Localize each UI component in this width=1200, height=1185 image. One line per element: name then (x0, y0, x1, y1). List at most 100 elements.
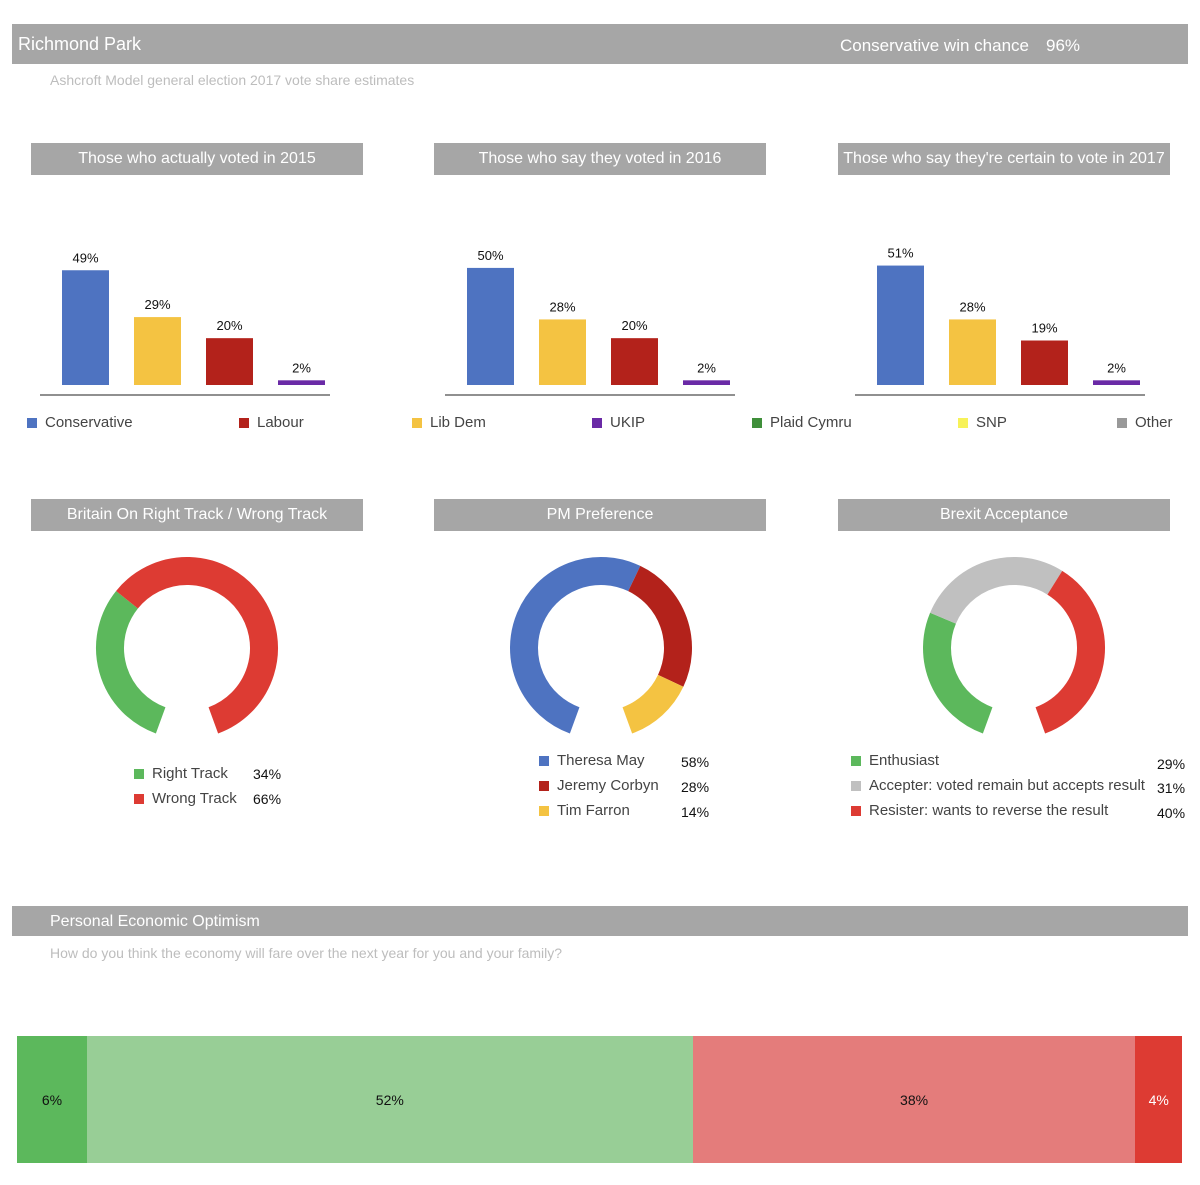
bar-value-label: 20% (621, 318, 647, 333)
bar-value-label: 51% (887, 246, 913, 261)
resister-pct: 40% (1157, 805, 1186, 821)
panel-title-voted-2016: Those who say they voted in 2016 (434, 143, 766, 175)
legend-label: Jeremy Corbyn (557, 777, 659, 794)
bar-value-label: 20% (216, 318, 242, 333)
optimism-segment-very-pessimistic: 4% (1135, 1036, 1182, 1163)
swatch-icon (539, 755, 549, 766)
swatch-icon (239, 417, 249, 428)
bar-conservative (62, 270, 109, 385)
bar-conservative (467, 267, 514, 385)
optimism-question: How do you think the economy will fare o… (50, 945, 563, 961)
legend-label: SNP (976, 414, 1007, 431)
tim-farron-pct: 14% (681, 804, 710, 820)
swatch-icon (752, 417, 762, 428)
swatch-icon (958, 417, 968, 428)
bar-chart-2015: 49% 29% 20% 2% (40, 250, 330, 396)
optimism-header-bar (12, 906, 1188, 936)
panel-title-pm-preference: PM Preference (434, 499, 766, 531)
legend-label: Wrong Track (152, 790, 237, 807)
donut-segment-right-track (96, 590, 166, 734)
legend-label: Plaid Cymru (770, 414, 852, 431)
legend-lib-dem: Lib Dem (412, 414, 486, 431)
bar-value-label: 2% (1107, 360, 1126, 375)
optimism-stacked-bar: 6% 52% 38% 4% (17, 1036, 1182, 1163)
legend-label: Accepter: voted remain but accepts resul… (869, 777, 1145, 794)
swatch-icon (851, 805, 861, 816)
optimism-title: Personal Economic Optimism (50, 913, 260, 930)
legend-other: Other (1117, 414, 1173, 431)
legend-right-track: Right Track (134, 765, 228, 782)
bar-value-label: 49% (72, 250, 98, 265)
legend-label: Enthusiast (869, 752, 940, 769)
bar-value-label: 28% (549, 299, 575, 314)
constituency-title: Richmond Park (18, 34, 142, 54)
donut-segment-tim-farron (622, 674, 684, 734)
legend-ukip: UKIP (592, 414, 645, 431)
win-chance-label: Conservative win chance (840, 36, 1029, 55)
bar-lib-dem (539, 319, 586, 385)
legend-label: Tim Farron (557, 802, 630, 819)
legend-resister: Resister: wants to reverse the result (851, 802, 1108, 819)
legend-wrong-track: Wrong Track (134, 790, 237, 807)
legend-label: Lib Dem (430, 414, 486, 431)
enthusiast-pct: 29% (1157, 756, 1186, 772)
donut-chart-brexit-acceptance (923, 557, 1105, 734)
legend-tim-farron: Tim Farron (539, 802, 630, 819)
wrong-track-pct: 66% (253, 791, 282, 807)
bar-lib-dem (134, 317, 181, 385)
swatch-icon (539, 805, 549, 816)
legend-label: Labour (257, 414, 304, 431)
right-track-pct: 34% (253, 766, 282, 782)
panel-title-right-track: Britain On Right Track / Wrong Track (31, 499, 363, 531)
page-subtitle: Ashcroft Model general election 2017 vot… (50, 72, 415, 88)
donut-segment-jeremy-corbyn (627, 565, 692, 687)
legend-labour: Labour (239, 414, 304, 431)
donut-segment-accepter (930, 557, 1063, 625)
swatch-icon (134, 793, 144, 804)
swatch-icon (851, 780, 861, 791)
legend-label: Conservative (45, 414, 133, 431)
swatch-icon (27, 417, 37, 428)
donut-chart-right-track (96, 557, 278, 734)
swatch-icon (1117, 417, 1127, 428)
bar-conservative (877, 265, 924, 385)
optimism-segment-very-optimistic: 6% (17, 1036, 87, 1163)
optimism-segment-optimistic: 52% (86, 1036, 693, 1163)
legend-label: UKIP (610, 414, 646, 431)
bar-chart-2017: 51% 28% 19% 2% (855, 246, 1145, 396)
swatch-icon (592, 417, 602, 428)
accepter-pct: 31% (1157, 780, 1186, 796)
panel-title-certain-2017: Those who say they're certain to vote in… (838, 143, 1170, 175)
legend-enthusiast: Enthusiast (851, 752, 939, 769)
jeremy-corbyn-pct: 28% (681, 779, 710, 795)
swatch-icon (134, 768, 144, 779)
bar-labour (611, 338, 658, 385)
bar-ukip (683, 380, 730, 385)
legend-label: Theresa May (557, 752, 645, 769)
optimism-segment-pessimistic: 38% (692, 1036, 1136, 1163)
bar-chart-2016: 50% 28% 20% 2% (445, 248, 735, 396)
swatch-icon (851, 755, 861, 766)
legend-label: Other (1135, 414, 1173, 431)
bar-labour (1021, 340, 1068, 385)
theresa-may-pct: 58% (681, 754, 710, 770)
swatch-icon (412, 417, 422, 428)
win-chance-value: 96% (1046, 36, 1081, 55)
donut-segment-wrong-track (116, 557, 278, 734)
legend-theresa-may: Theresa May (539, 752, 645, 769)
legend-label: Right Track (152, 765, 228, 782)
bar-value-label: 2% (292, 360, 311, 375)
legend-conservative: Conservative (27, 414, 133, 431)
bar-ukip (1093, 380, 1140, 385)
header-bar (12, 24, 1188, 64)
legend-accepter: Accepter: voted remain but accepts resul… (851, 777, 1145, 794)
donut-segment-resister (1035, 570, 1105, 734)
bar-value-label: 2% (697, 360, 716, 375)
panel-title-voted-2015: Those who actually voted in 2015 (31, 143, 363, 175)
legend-jeremy-corbyn: Jeremy Corbyn (539, 777, 659, 794)
donut-segment-enthusiast (923, 612, 993, 734)
bar-lib-dem (949, 319, 996, 385)
legend-snp: SNP (958, 414, 1007, 431)
panel-title-brexit-acceptance: Brexit Acceptance (838, 499, 1170, 531)
bar-ukip (278, 380, 325, 385)
